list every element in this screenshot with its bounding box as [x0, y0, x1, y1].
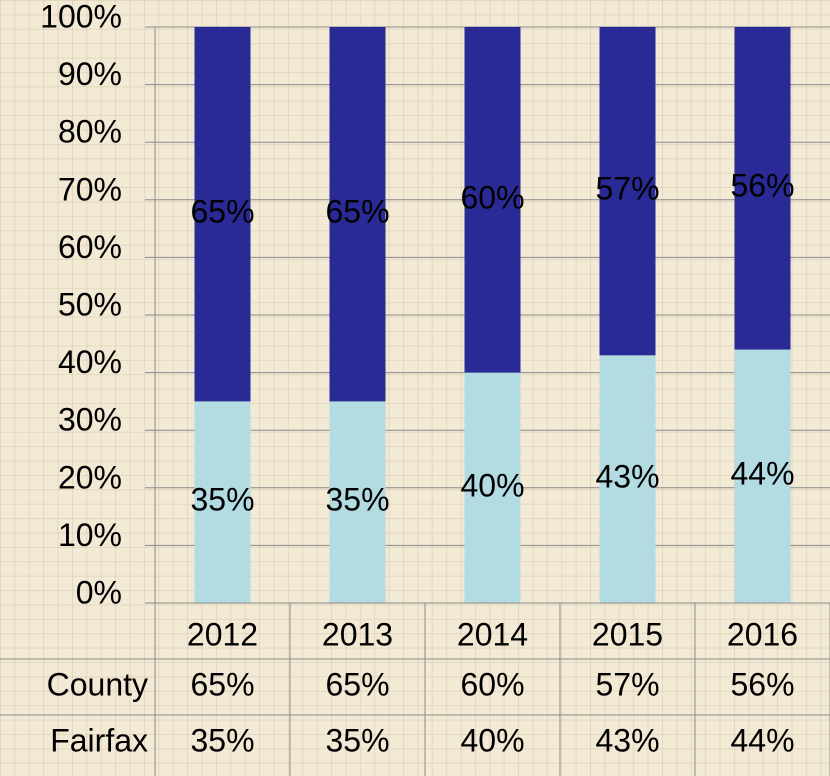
table-cell: 57%: [595, 666, 659, 702]
bar-segment: [329, 401, 386, 603]
bar-segment: [599, 27, 656, 356]
data-label: 40%: [460, 467, 524, 503]
bar-segment: [194, 27, 251, 402]
data-label: 65%: [190, 194, 254, 230]
data-label: 57%: [595, 171, 659, 207]
y-tick-label: 100%: [40, 0, 122, 34]
bar-segment: [194, 401, 251, 603]
table-cell: 40%: [460, 722, 524, 758]
x-tick-label: 2014: [457, 616, 528, 652]
legend-label: County: [47, 666, 148, 702]
table-cell: 35%: [325, 722, 389, 758]
table-cell: 65%: [325, 666, 389, 702]
table-cell: 43%: [595, 722, 659, 758]
x-tick-label: 2016: [727, 616, 798, 652]
data-label: 56%: [730, 168, 794, 204]
table-cell: 35%: [190, 722, 254, 758]
y-tick-label: 90%: [58, 56, 122, 92]
bar-segment: [734, 349, 791, 603]
y-tick-label: 30%: [58, 402, 122, 438]
y-tick-label: 10%: [58, 517, 122, 553]
bar-segment: [329, 27, 386, 402]
bar-segment: [464, 372, 521, 603]
data-label: 60%: [460, 179, 524, 215]
x-tick-label: 2013: [322, 616, 393, 652]
y-tick-label: 80%: [58, 114, 122, 150]
data-label: 35%: [190, 482, 254, 518]
data-label: 44%: [730, 456, 794, 492]
data-label: 65%: [325, 194, 389, 230]
bar-segment: [599, 355, 656, 603]
y-tick-label: 0%: [76, 574, 122, 610]
bar-segment: [734, 27, 791, 350]
y-tick-label: 60%: [58, 229, 122, 265]
data-label: 43%: [595, 459, 659, 495]
y-tick-label: 40%: [58, 344, 122, 380]
legend-label: Fairfax: [50, 722, 148, 758]
table-cell: 56%: [730, 666, 794, 702]
y-tick-label: 70%: [58, 171, 122, 207]
data-label: 35%: [325, 482, 389, 518]
y-tick-label: 20%: [58, 459, 122, 495]
table-cell: 60%: [460, 666, 524, 702]
table-cell: 65%: [190, 666, 254, 702]
x-tick-label: 2015: [592, 616, 663, 652]
bar-segment: [464, 27, 521, 373]
y-tick-label: 50%: [58, 286, 122, 322]
table-cell: 44%: [730, 722, 794, 758]
x-tick-label: 2012: [187, 616, 258, 652]
